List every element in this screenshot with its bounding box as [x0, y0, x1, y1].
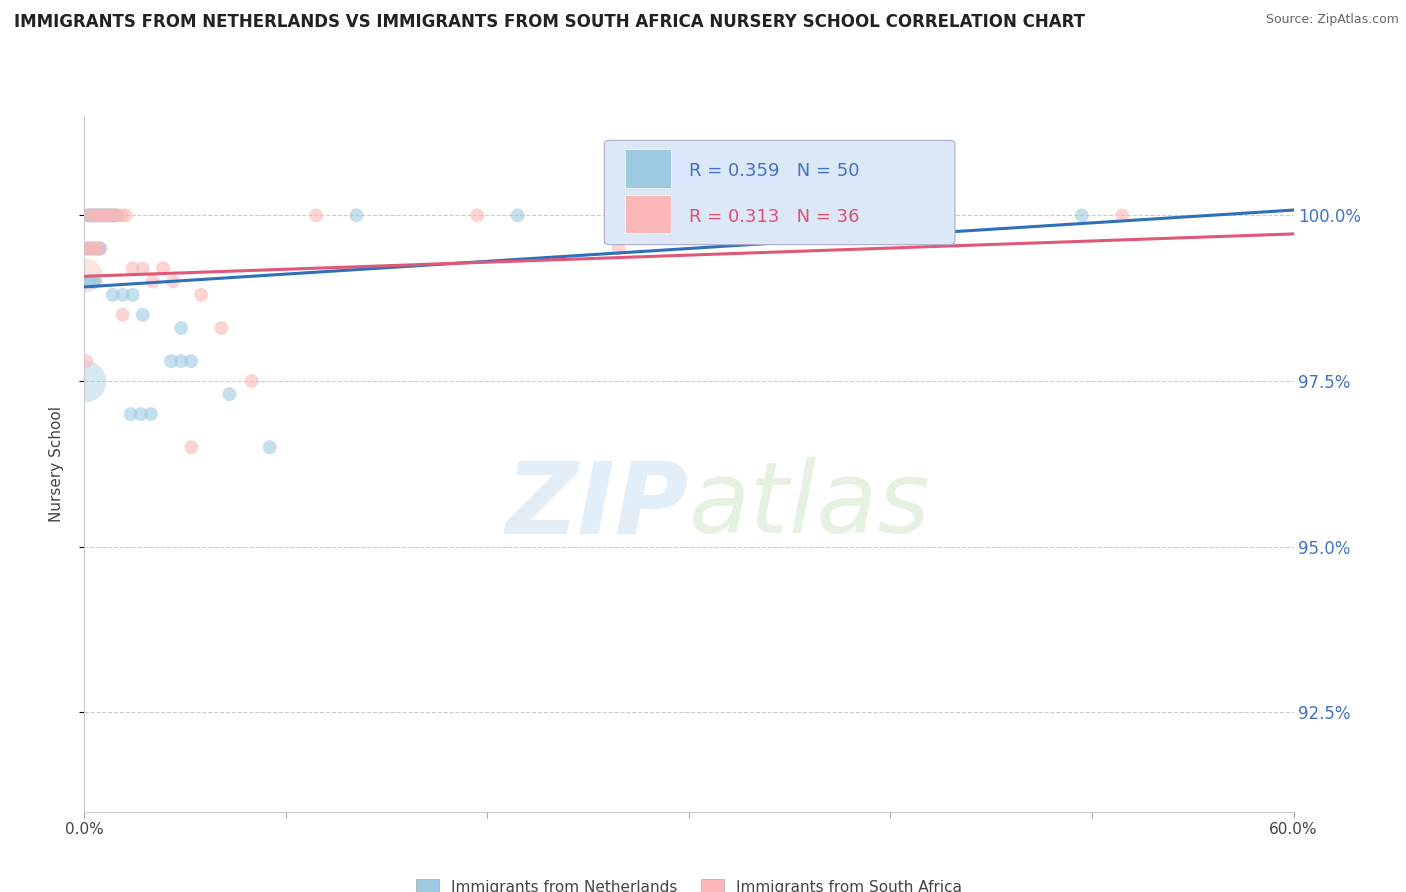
Point: [305, 208, 328, 222]
Point: [467, 208, 489, 222]
Point: [80, 242, 103, 256]
Point: [86, 208, 108, 222]
Bar: [624, 195, 671, 234]
Point: [121, 261, 143, 276]
Point: [132, 308, 155, 322]
Point: [76, 208, 98, 222]
Point: [79, 208, 101, 222]
Point: [209, 321, 232, 335]
Point: [80, 208, 103, 222]
Point: [90, 208, 112, 222]
Point: [506, 208, 529, 222]
Text: R = 0.313   N = 36: R = 0.313 N = 36: [689, 208, 859, 226]
Bar: [624, 149, 671, 187]
Point: [82, 208, 104, 222]
Point: [86, 208, 108, 222]
Point: [240, 374, 263, 388]
Point: [668, 208, 690, 222]
Point: [89, 242, 111, 256]
Point: [1111, 208, 1133, 222]
Point: [93, 208, 115, 222]
Point: [218, 387, 240, 401]
Point: [80, 275, 103, 289]
Legend: Immigrants from Netherlands, Immigrants from South Africa: Immigrants from Netherlands, Immigrants …: [416, 879, 962, 892]
Point: [114, 208, 136, 222]
Text: atlas: atlas: [689, 457, 931, 554]
Point: [180, 440, 202, 454]
Point: [162, 275, 184, 289]
Point: [152, 261, 174, 276]
Point: [96, 208, 118, 222]
Point: [79, 242, 101, 256]
Point: [121, 288, 143, 302]
Point: [75, 354, 97, 368]
Point: [170, 321, 193, 335]
Point: [103, 208, 125, 222]
Point: [830, 208, 852, 222]
Point: [170, 354, 193, 368]
Point: [84, 242, 107, 256]
Point: [111, 288, 134, 302]
Text: Source: ZipAtlas.com: Source: ZipAtlas.com: [1265, 13, 1399, 27]
Point: [94, 208, 117, 222]
Point: [160, 354, 183, 368]
Point: [79, 275, 101, 289]
Point: [84, 208, 107, 222]
FancyBboxPatch shape: [605, 140, 955, 244]
Point: [82, 275, 104, 289]
Point: [100, 208, 122, 222]
Point: [190, 288, 212, 302]
Point: [139, 407, 162, 421]
Point: [101, 288, 124, 302]
Point: [75, 242, 97, 256]
Point: [87, 242, 110, 256]
Point: [346, 208, 368, 222]
Point: [84, 275, 107, 289]
Point: [86, 242, 108, 256]
Point: [82, 242, 104, 256]
Point: [90, 208, 112, 222]
Point: [120, 407, 142, 421]
Point: [1071, 208, 1094, 222]
Point: [129, 407, 152, 421]
Point: [75, 268, 97, 282]
Point: [180, 354, 202, 368]
Point: [111, 208, 134, 222]
Text: ZIP: ZIP: [506, 457, 689, 554]
Point: [77, 242, 100, 256]
Text: R = 0.359   N = 50: R = 0.359 N = 50: [689, 162, 859, 180]
Point: [259, 440, 281, 454]
Point: [89, 208, 111, 222]
Point: [94, 208, 117, 222]
Point: [79, 208, 101, 222]
Point: [103, 208, 125, 222]
Point: [89, 242, 111, 256]
Point: [98, 208, 121, 222]
Point: [83, 242, 105, 256]
Point: [104, 208, 127, 222]
Point: [111, 308, 134, 322]
Point: [98, 208, 121, 222]
Point: [132, 261, 155, 276]
Point: [76, 242, 98, 256]
Y-axis label: Nursery School: Nursery School: [49, 406, 63, 522]
Point: [142, 275, 165, 289]
Point: [75, 374, 97, 388]
Text: IMMIGRANTS FROM NETHERLANDS VS IMMIGRANTS FROM SOUTH AFRICA NURSERY SCHOOL CORRE: IMMIGRANTS FROM NETHERLANDS VS IMMIGRANT…: [14, 13, 1085, 31]
Point: [107, 208, 129, 222]
Point: [607, 242, 630, 256]
Point: [82, 208, 104, 222]
